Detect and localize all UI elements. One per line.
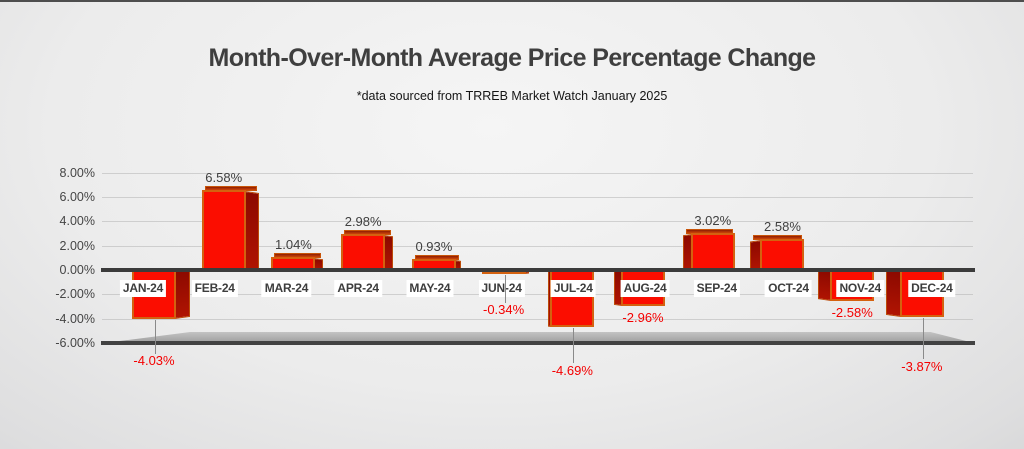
value-label-jun-24: -0.34% bbox=[482, 302, 525, 317]
y-axis-tick-label: 6.00% bbox=[59, 190, 95, 205]
category-label-aug-24: AUG-24 bbox=[620, 280, 670, 297]
chart-title: Month-Over-Month Average Price Percentag… bbox=[208, 44, 817, 72]
category-label-may-24: MAY-24 bbox=[406, 280, 454, 297]
gridline bbox=[102, 246, 973, 247]
gridline bbox=[102, 319, 973, 320]
gridline bbox=[102, 197, 973, 198]
value-label-nov-24: -2.58% bbox=[831, 305, 873, 321]
category-label-mar-24: MAR-24 bbox=[261, 280, 312, 297]
value-label-apr-24: 2.98% bbox=[344, 213, 382, 229]
zero-axis-line bbox=[101, 268, 975, 272]
bar-side-face-jan-24 bbox=[175, 268, 190, 319]
y-axis-tick-label: 4.00% bbox=[59, 214, 95, 229]
bar-side-face-feb-24 bbox=[244, 191, 259, 272]
category-label-nov-24: NOV-24 bbox=[836, 280, 884, 297]
value-label-oct-24: 2.58% bbox=[764, 218, 801, 234]
y-axis-tick-label: -4.00% bbox=[55, 311, 95, 326]
bar-sep-24 bbox=[690, 233, 735, 270]
bar-side-face-apr-24 bbox=[384, 234, 394, 272]
category-label-jun-24: JUN-24 bbox=[478, 280, 525, 297]
chart-subtitle: *data sourced from TRREB Market Watch Ja… bbox=[356, 89, 668, 103]
leader-line-jan-24 bbox=[155, 319, 156, 354]
value-label-feb-24: 6.58% bbox=[205, 170, 243, 186]
category-label-apr-24: APR-24 bbox=[334, 280, 382, 297]
y-axis-tick-label: 8.00% bbox=[59, 165, 95, 180]
category-label-feb-24: FEB-24 bbox=[191, 280, 238, 297]
value-label-mar-24: 1.04% bbox=[275, 237, 312, 253]
leader-line-jun-24 bbox=[504, 275, 506, 303]
gridline bbox=[102, 173, 973, 174]
value-label-may-24: 0.93% bbox=[415, 238, 453, 254]
y-axis-tick-label: 2.00% bbox=[59, 238, 95, 253]
bar-oct-24 bbox=[760, 238, 805, 270]
leader-line-dec-24 bbox=[922, 318, 924, 359]
bar-side-face-dec-24 bbox=[885, 268, 901, 318]
value-label-dec-24: -3.87% bbox=[901, 359, 943, 374]
y-axis-tick-label: -2.00% bbox=[55, 287, 95, 302]
leader-line-jul-24 bbox=[573, 327, 575, 363]
bar-jul-24 bbox=[550, 270, 595, 327]
chart-3d-floor bbox=[104, 332, 974, 343]
value-label-sep-24: 3.02% bbox=[694, 213, 732, 229]
category-label-sep-24: SEP-24 bbox=[693, 280, 740, 297]
value-label-jan-24: -4.03% bbox=[133, 353, 175, 368]
y-axis-tick-label: 0.00% bbox=[59, 263, 95, 277]
category-label-oct-24: OCT-24 bbox=[765, 280, 812, 297]
gridline bbox=[102, 294, 973, 295]
gridline bbox=[102, 221, 973, 222]
category-label-jul-24: JUL-24 bbox=[550, 280, 596, 297]
category-label-dec-24: DEC-24 bbox=[908, 280, 956, 297]
bottom-axis-line bbox=[101, 341, 975, 345]
y-axis-tick-label: -6.00% bbox=[55, 335, 95, 350]
category-label-jan-24: JAN-24 bbox=[119, 280, 167, 297]
value-label-aug-24: -2.96% bbox=[622, 309, 664, 325]
value-label-jul-24: -4.69% bbox=[551, 363, 593, 378]
bar-apr-24 bbox=[341, 233, 386, 270]
bar-feb-24 bbox=[201, 190, 246, 270]
